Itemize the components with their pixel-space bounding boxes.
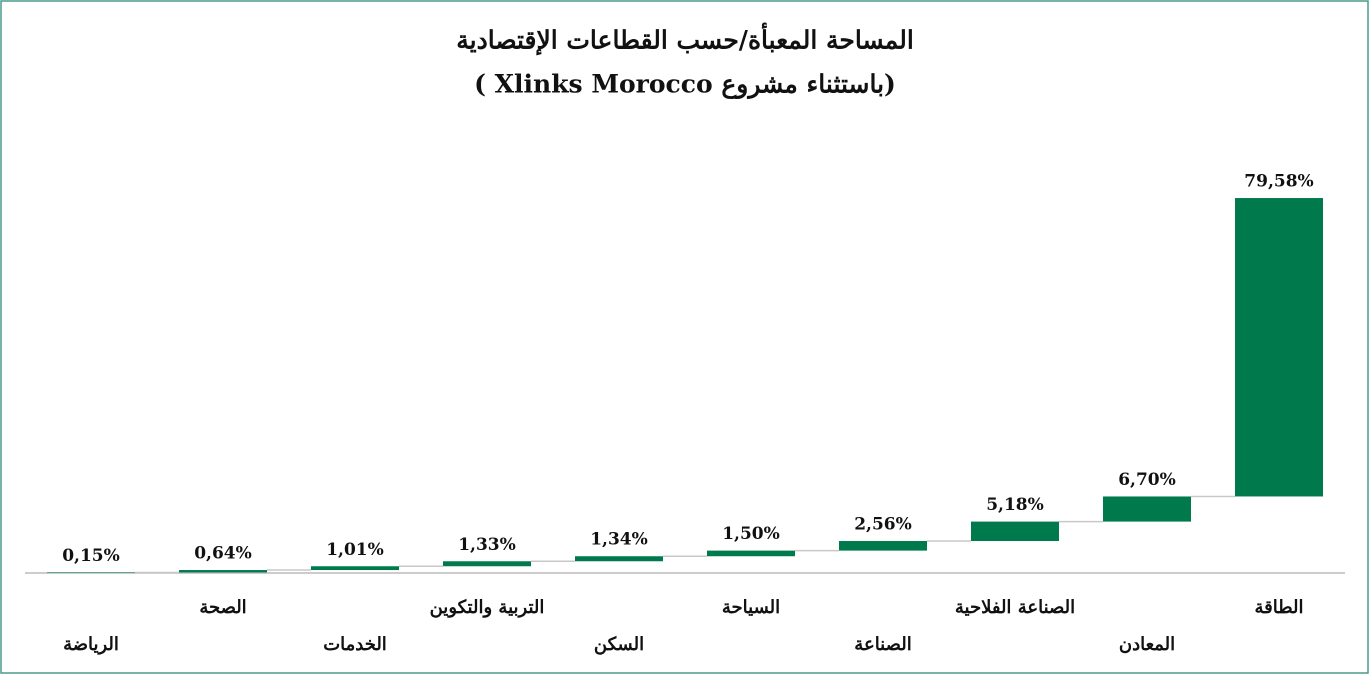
x-tick-label: السياحة [722, 597, 780, 618]
value-label: 2,56% [854, 515, 912, 535]
x-tick-label: التربية والتكوين [430, 597, 545, 618]
bar [575, 556, 663, 562]
x-tick-label: الصناعة [854, 634, 911, 655]
bar [311, 566, 399, 571]
x-tick-label: الطاقة [1255, 597, 1304, 618]
bar [1103, 496, 1191, 522]
value-label: 1,01% [326, 540, 384, 560]
x-tick-label: الصناعة الفلاحية [955, 597, 1075, 618]
x-tick-label: الخدمات [323, 634, 387, 655]
x-tick-label: الصحة [199, 597, 246, 618]
value-label: 0,64% [194, 544, 252, 564]
value-label: 0,15% [62, 546, 120, 566]
x-tick-label: السكن [594, 634, 644, 655]
bar [179, 570, 267, 573]
bar [47, 572, 135, 573]
value-label: 1,50% [722, 524, 780, 544]
bar [443, 561, 531, 567]
bar [839, 541, 927, 551]
x-tick-label: المعادن [1119, 634, 1175, 655]
value-label: 5,18% [986, 495, 1044, 515]
value-label: 6,70% [1118, 470, 1176, 490]
bar [971, 521, 1059, 542]
bar [707, 550, 795, 557]
chart-subtitle: (باستثناء مشروع Xlinks Morocco ) [474, 70, 896, 100]
value-label: 1,33% [458, 535, 516, 555]
x-tick-label: الرياضة [63, 634, 119, 655]
value-label: 79,58% [1244, 172, 1313, 192]
value-label: 1,34% [590, 530, 648, 550]
bar [1235, 198, 1323, 497]
chart-title: المساحة المعبأة/حسب القطاعات الإقتصادية [456, 21, 914, 56]
